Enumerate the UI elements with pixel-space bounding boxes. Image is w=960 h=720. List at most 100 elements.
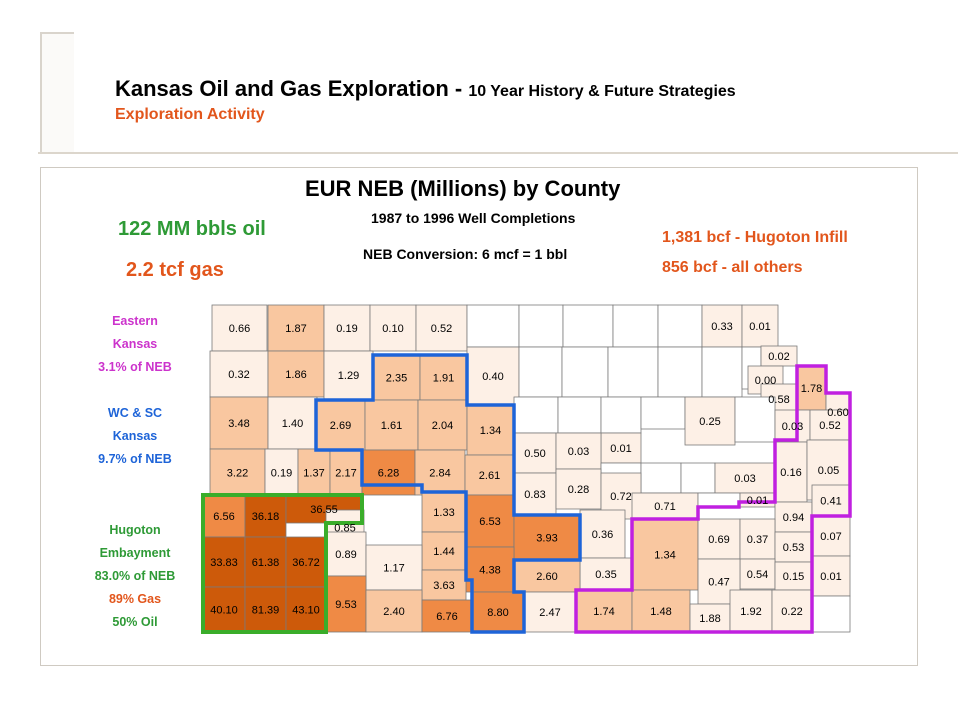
county-value: 1.92 xyxy=(740,606,761,618)
county-value: 36.72 xyxy=(292,557,320,569)
county xyxy=(811,555,851,597)
county xyxy=(600,432,642,464)
county-value: 0.52 xyxy=(431,323,452,335)
county-value: 0.00 xyxy=(755,375,776,387)
county-value: 0.47 xyxy=(708,577,729,589)
all-others-note: 856 bcf - all others xyxy=(662,259,803,276)
county-value: 2.69 xyxy=(330,420,351,432)
county-value: 0.35 xyxy=(595,569,616,581)
county xyxy=(657,346,703,398)
county-value: 2.61 xyxy=(479,470,500,482)
county xyxy=(244,536,287,588)
county-value: 2.40 xyxy=(383,606,404,618)
county-value: 81.39 xyxy=(252,605,280,617)
county-value: 0.85 xyxy=(334,523,355,535)
county-value: 3.93 xyxy=(536,533,557,545)
county-value: 6.76 xyxy=(436,611,457,623)
map-title: EUR NEB (Millions) by County xyxy=(305,176,621,201)
county xyxy=(523,591,577,633)
county xyxy=(680,462,716,494)
county-value: 33.83 xyxy=(210,557,238,569)
county-value: 1.40 xyxy=(282,418,303,430)
county-value: 0.01 xyxy=(749,321,770,333)
county-value: 61.38 xyxy=(252,557,280,569)
county-value: 36.18 xyxy=(252,511,280,523)
county-value: 0.22 xyxy=(781,606,802,618)
county xyxy=(579,557,633,591)
map-conversion-note: NEB Conversion: 6 mcf = 1 bbl xyxy=(363,246,568,262)
county xyxy=(421,599,473,633)
county-value: 0.72 xyxy=(610,491,631,503)
county-value: 1.44 xyxy=(433,546,454,558)
county-value: 2.47 xyxy=(539,607,560,619)
county-value: 1.74 xyxy=(593,606,614,618)
county xyxy=(640,462,682,494)
county xyxy=(739,518,776,560)
county-value: 8.80 xyxy=(487,607,508,619)
county-value: 0.89 xyxy=(335,549,356,561)
county xyxy=(513,472,557,516)
county xyxy=(513,432,557,474)
gas-total: 2.2 tcf gas xyxy=(126,259,224,281)
county xyxy=(657,304,703,348)
county-value: 2.17 xyxy=(335,468,356,480)
county xyxy=(607,346,659,398)
boundary-hugoton xyxy=(201,493,364,634)
county xyxy=(640,396,686,430)
county xyxy=(323,350,374,400)
slide-subtitle: Exploration Activity xyxy=(115,106,265,123)
county-value: 0.19 xyxy=(271,468,292,480)
county-value: 1.33 xyxy=(433,507,454,519)
legend-hugoton: Hugoton Embayment 83.0% of NEB 89% Gas 5… xyxy=(94,523,176,629)
county-value: 1.29 xyxy=(338,370,359,382)
county-value: 1.34 xyxy=(654,550,675,562)
county xyxy=(701,304,743,348)
county-value: 0.37 xyxy=(747,534,768,546)
county xyxy=(771,589,813,633)
county xyxy=(796,365,827,411)
county-value: 0.58 xyxy=(768,394,789,406)
county xyxy=(518,346,563,398)
county-value: 0.01 xyxy=(747,495,768,507)
county-value: 3.22 xyxy=(227,468,248,480)
county xyxy=(264,448,299,497)
county xyxy=(513,396,559,434)
county xyxy=(734,396,776,443)
slide-title: Kansas Oil and Gas Exploration - 10 Year… xyxy=(115,76,736,101)
county-value: 0.05 xyxy=(818,465,839,477)
county xyxy=(419,354,468,401)
county-value: 0.16 xyxy=(780,467,801,479)
title-block: Kansas Oil and Gas Exploration - 10 Year… xyxy=(115,76,736,124)
county xyxy=(466,304,520,348)
county-value: 1.61 xyxy=(381,420,402,432)
county xyxy=(811,595,851,633)
county xyxy=(325,531,367,577)
county xyxy=(741,304,779,348)
county-value: 0.53 xyxy=(783,542,804,554)
county-value: 0.03 xyxy=(782,421,803,433)
boundary-wc-sc xyxy=(314,353,582,634)
county-value: 1.37 xyxy=(303,468,324,480)
county-value: 2.04 xyxy=(432,420,453,432)
county-value: 2.84 xyxy=(429,468,450,480)
county xyxy=(209,396,269,450)
county xyxy=(285,536,327,588)
county xyxy=(729,589,773,633)
county-value: 0.01 xyxy=(820,571,841,583)
county-value: 1.78 xyxy=(801,383,822,395)
county-value: 1.87 xyxy=(285,323,306,335)
legend-eastern: Eastern Kansas 3.1% of NEB xyxy=(98,314,172,374)
county-value: 1.88 xyxy=(699,613,720,625)
county-value: 3.63 xyxy=(433,580,454,592)
hugoton-infill-note: 1,381 bcf - Hugoton Infill xyxy=(662,229,848,246)
county xyxy=(612,304,659,348)
boundary-eastern xyxy=(574,364,852,634)
county-value: 40.10 xyxy=(210,605,238,617)
county-value: 0.94 xyxy=(783,512,804,524)
county-value: 43.10 xyxy=(292,605,320,617)
county xyxy=(365,589,423,633)
county-value: 0.52 xyxy=(819,420,840,432)
county-value: 6.53 xyxy=(479,516,500,528)
county xyxy=(415,304,468,352)
